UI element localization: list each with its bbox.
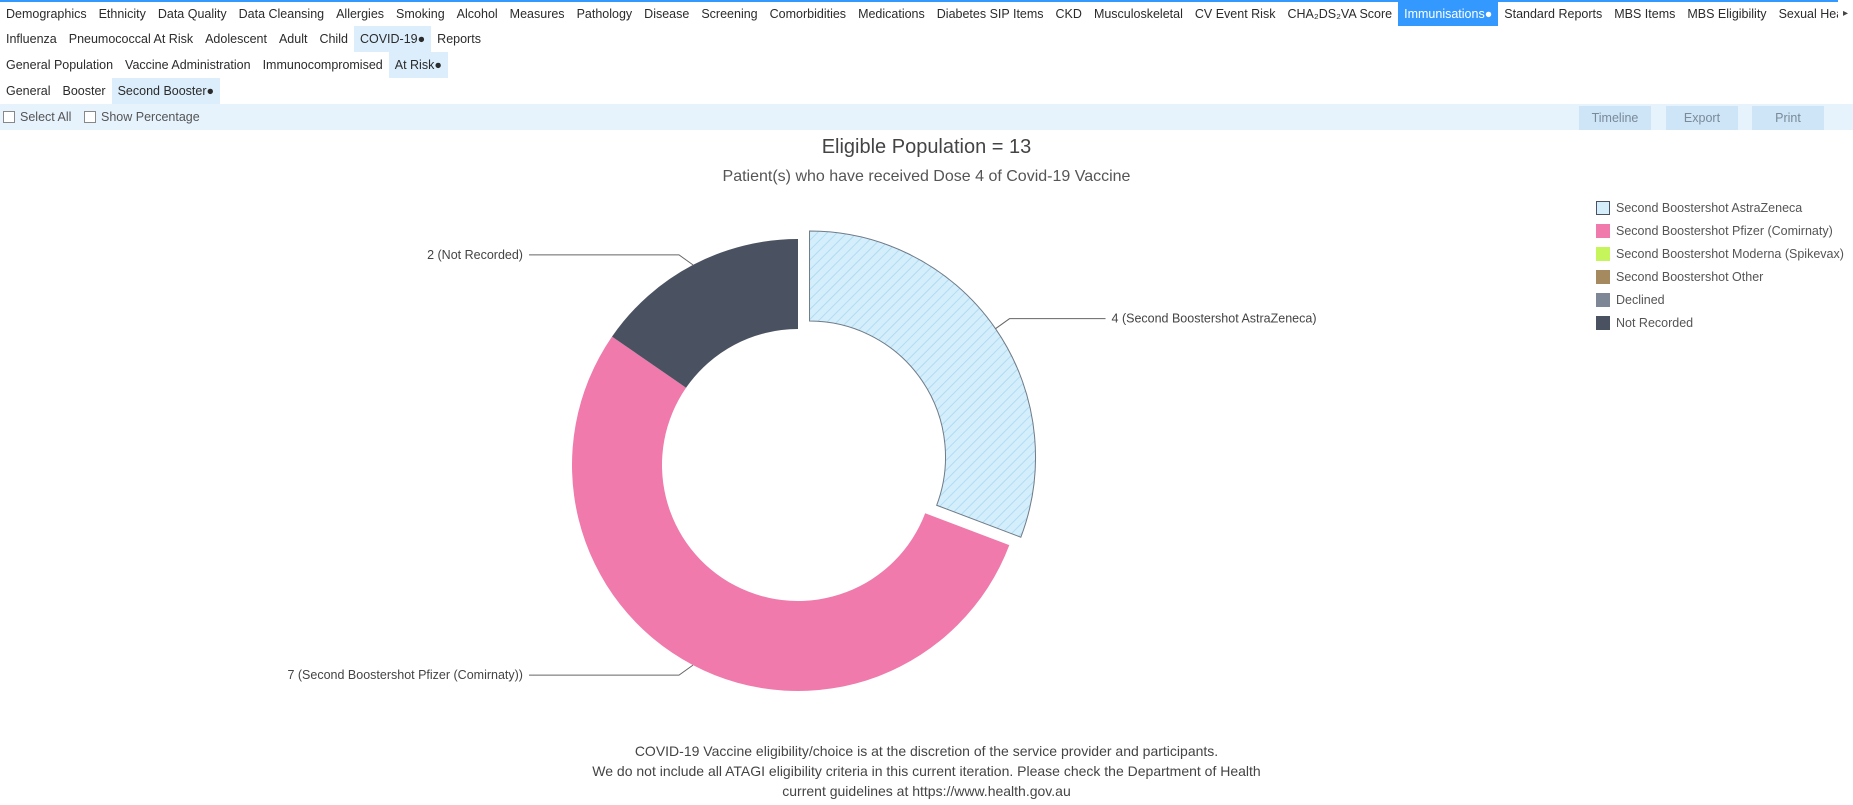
tab-category-8[interactable]: Pathology — [576, 7, 633, 21]
tab-immunisation-1[interactable]: Pneumococcal At Risk — [68, 32, 194, 46]
disclaimer-line-3: current guidelines at https://www.health… — [782, 783, 1071, 799]
legend-swatch — [1596, 292, 1610, 307]
tab-at-risk-0[interactable]: General — [6, 84, 51, 98]
tab-immunisation-6[interactable]: Reports — [437, 32, 481, 46]
data-label: 2 (Not Recorded) — [427, 248, 523, 262]
legend-swatch — [1596, 269, 1610, 284]
tab-immunisation-0[interactable]: Influenza — [6, 32, 57, 46]
tab-category-13[interactable]: Diabetes SIP Items — [936, 7, 1044, 21]
tab-category-18[interactable]: Immunisations● — [1398, 2, 1499, 26]
tab-scroll-right-icon[interactable]: ▸ — [1842, 7, 1849, 19]
show-percentage-checkbox[interactable]: Show Percentage — [84, 110, 200, 124]
donut-slice[interactable] — [809, 230, 1036, 538]
tab-immunisation-5[interactable]: COVID-19● — [353, 26, 432, 52]
tab-category-6[interactable]: Alcohol — [456, 7, 498, 21]
leader-line — [995, 318, 1106, 330]
tab-category-15[interactable]: Musculoskeletal — [1093, 7, 1183, 21]
tab-at-risk-2[interactable]: Second Booster● — [111, 78, 221, 104]
tab-covid-3[interactable]: At Risk● — [388, 52, 448, 78]
legend-swatch — [1596, 223, 1610, 238]
leader-line — [528, 664, 694, 676]
tab-category-0[interactable]: Demographics — [6, 7, 87, 21]
tab-category-5[interactable]: Smoking — [396, 7, 445, 21]
tab-immunisation-4[interactable]: Child — [319, 32, 348, 46]
disclaimer-line-1: COVID-19 Vaccine eligibility/choice is a… — [634, 743, 1219, 759]
legend-item[interactable]: Second Boostershot Moderna (Spikevax) — [1596, 242, 1844, 265]
data-label: 7 (Second Boostershot Pfizer (Comirnaty)… — [287, 668, 523, 682]
legend-swatch — [1596, 200, 1610, 215]
legend-label: Second Boostershot Moderna (Spikevax) — [1616, 246, 1844, 261]
chart-title: Eligible Population = 13 — [821, 136, 1032, 158]
show-percentage-label: Show Percentage — [101, 110, 200, 124]
legend-label: Second Boostershot Other — [1616, 269, 1764, 284]
legend-label: Second Boostershot Pfizer (Comirnaty) — [1616, 223, 1833, 238]
legend-item[interactable]: Second Boostershot Pfizer (Comirnaty) — [1596, 219, 1844, 242]
tab-immunisation-2[interactable]: Adolescent — [205, 32, 267, 46]
tab-category-4[interactable]: Allergies — [336, 7, 385, 21]
legend-swatch — [1596, 246, 1610, 261]
tab-category-19[interactable]: Standard Reports — [1504, 7, 1603, 21]
tab-immunisation-3[interactable]: Adult — [278, 32, 308, 46]
legend-item[interactable]: Second Boostershot Other — [1596, 265, 1844, 288]
legend-item[interactable]: Second Boostershot AstraZeneca — [1596, 196, 1844, 219]
tab-category-22[interactable]: Sexual Health — [1778, 7, 1838, 21]
tab-category-11[interactable]: Comorbidities — [769, 7, 847, 21]
donut-slice[interactable] — [571, 336, 1010, 691]
checkbox-box[interactable] — [84, 111, 96, 123]
covid-subtabs: General Population Vaccine Administration… — [0, 52, 448, 78]
disclaimer-footer: COVID-19 Vaccine eligibility/choice is a… — [0, 741, 1853, 801]
legend-label: Second Boostershot AstraZeneca — [1616, 200, 1803, 215]
chart-subtitle: Patient(s) who have received Dose 4 of C… — [722, 168, 1131, 185]
data-label: 4 (Second Boostershot AstraZeneca) — [1112, 312, 1317, 326]
leader-line — [528, 254, 694, 266]
immunisation-subtabs: Influenza Pneumococcal At Risk Adolescent A… — [0, 26, 487, 52]
tab-covid-0[interactable]: General Population — [6, 58, 114, 72]
chart-toolbar: Select All Show Percentage Timeline Expo… — [0, 104, 1853, 130]
legend-label: Declined — [1616, 292, 1665, 307]
at-risk-subtabs: General Booster Second Booster● — [0, 78, 221, 104]
tab-covid-1[interactable]: Vaccine Administration — [125, 58, 251, 72]
tab-category-9[interactable]: Disease — [644, 7, 690, 21]
timeline-button[interactable]: Timeline — [1579, 106, 1651, 130]
select-all-label: Select All — [20, 110, 72, 124]
legend-label: Not Recorded — [1616, 315, 1694, 330]
tab-at-risk-1[interactable]: Booster — [62, 84, 106, 98]
legend-item[interactable]: Declined — [1596, 288, 1844, 311]
export-button[interactable]: Export — [1666, 106, 1738, 130]
tab-category-20[interactable]: MBS Items — [1614, 7, 1676, 21]
disclaimer-line-2: We do not include all ATAGI eligibility … — [592, 763, 1261, 779]
tab-category-17[interactable]: CHA₂DS₂VA Score — [1287, 7, 1393, 21]
tab-category-2[interactable]: Data Quality — [157, 7, 227, 21]
select-all-checkbox[interactable]: Select All — [3, 110, 71, 124]
tab-category-3[interactable]: Data Cleansing — [238, 7, 325, 21]
tab-category-7[interactable]: Measures — [509, 7, 565, 21]
main-category-tabs: Demographics Ethnicity Data Quality Data Cl… — [0, 0, 1838, 26]
tab-category-10[interactable]: Screening — [701, 7, 758, 21]
legend-swatch — [1596, 315, 1610, 330]
tab-category-21[interactable]: MBS Eligibility — [1687, 7, 1767, 21]
print-button[interactable]: Print — [1752, 106, 1824, 130]
donut-slice[interactable] — [612, 239, 798, 388]
tab-category-1[interactable]: Ethnicity — [98, 7, 146, 21]
checkbox-box[interactable] — [3, 111, 15, 123]
tab-category-16[interactable]: CV Event Risk — [1194, 7, 1276, 21]
tab-category-12[interactable]: Medications — [858, 7, 925, 21]
legend-item[interactable]: Not Recorded — [1596, 311, 1844, 334]
tab-covid-2[interactable]: Immunocompromised — [262, 58, 383, 72]
tab-category-14[interactable]: CKD — [1055, 7, 1082, 21]
chart-legend: Second Boostershot AstraZeneca Second Boo… — [1596, 196, 1844, 334]
